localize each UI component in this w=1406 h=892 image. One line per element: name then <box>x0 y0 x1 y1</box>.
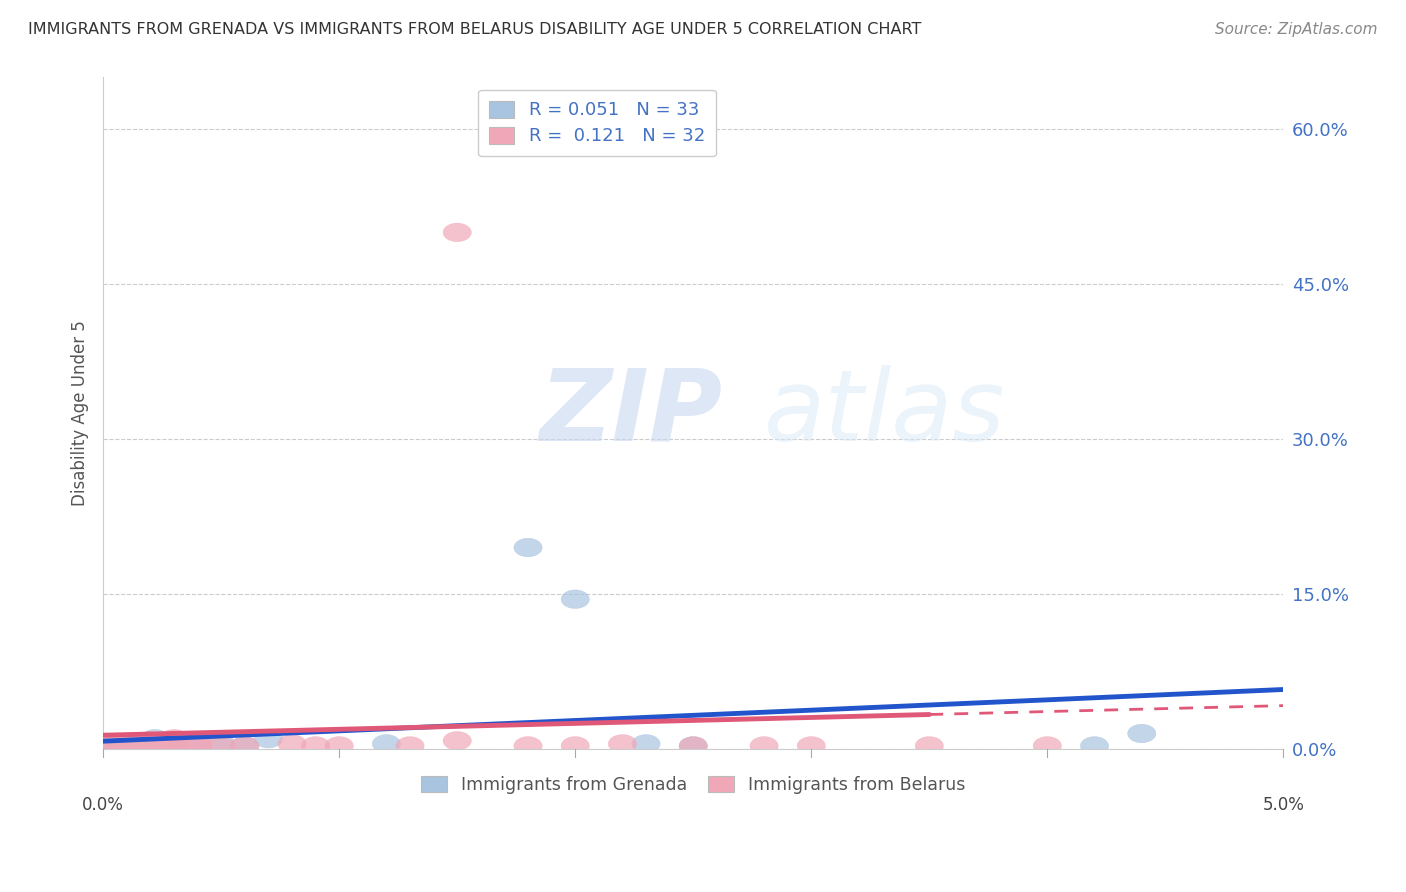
Ellipse shape <box>231 737 259 756</box>
Ellipse shape <box>561 590 589 608</box>
Ellipse shape <box>122 733 150 752</box>
Y-axis label: Disability Age Under 5: Disability Age Under 5 <box>72 320 89 506</box>
Ellipse shape <box>915 737 943 756</box>
Text: ZIP: ZIP <box>540 365 723 462</box>
Ellipse shape <box>749 737 779 756</box>
Ellipse shape <box>631 734 661 753</box>
Ellipse shape <box>124 736 153 754</box>
Ellipse shape <box>207 737 235 756</box>
Ellipse shape <box>679 737 707 756</box>
Ellipse shape <box>143 737 172 756</box>
Ellipse shape <box>443 223 471 242</box>
Ellipse shape <box>115 734 143 753</box>
Ellipse shape <box>679 737 707 756</box>
Ellipse shape <box>561 737 589 756</box>
Ellipse shape <box>136 731 165 750</box>
Ellipse shape <box>98 737 127 756</box>
Ellipse shape <box>136 734 165 753</box>
Ellipse shape <box>120 732 148 751</box>
Ellipse shape <box>254 730 283 748</box>
Ellipse shape <box>129 736 157 754</box>
Ellipse shape <box>94 738 122 756</box>
Ellipse shape <box>160 737 188 756</box>
Ellipse shape <box>112 736 141 754</box>
Legend: Immigrants from Grenada, Immigrants from Belarus: Immigrants from Grenada, Immigrants from… <box>415 769 973 801</box>
Ellipse shape <box>160 730 188 748</box>
Ellipse shape <box>136 737 165 756</box>
Text: 5.0%: 5.0% <box>1263 796 1305 814</box>
Ellipse shape <box>141 737 169 756</box>
Ellipse shape <box>105 738 134 756</box>
Ellipse shape <box>117 737 146 756</box>
Ellipse shape <box>373 734 401 753</box>
Ellipse shape <box>513 737 543 756</box>
Ellipse shape <box>96 737 124 756</box>
Text: Source: ZipAtlas.com: Source: ZipAtlas.com <box>1215 22 1378 37</box>
Ellipse shape <box>136 734 165 753</box>
Ellipse shape <box>108 737 136 756</box>
Ellipse shape <box>136 732 165 751</box>
Ellipse shape <box>160 734 188 753</box>
Ellipse shape <box>325 737 353 756</box>
Ellipse shape <box>396 737 425 756</box>
Ellipse shape <box>443 731 471 750</box>
Ellipse shape <box>183 737 212 756</box>
Ellipse shape <box>301 737 330 756</box>
Ellipse shape <box>160 736 188 754</box>
Ellipse shape <box>101 737 129 756</box>
Ellipse shape <box>112 734 141 753</box>
Ellipse shape <box>183 733 212 752</box>
Ellipse shape <box>129 734 157 753</box>
Ellipse shape <box>797 737 825 756</box>
Ellipse shape <box>160 731 188 750</box>
Ellipse shape <box>160 734 188 753</box>
Ellipse shape <box>207 734 235 753</box>
Text: 0.0%: 0.0% <box>82 796 124 814</box>
Ellipse shape <box>141 730 169 748</box>
Ellipse shape <box>136 737 165 756</box>
Ellipse shape <box>278 734 307 753</box>
Ellipse shape <box>1033 737 1062 756</box>
Ellipse shape <box>609 734 637 753</box>
Ellipse shape <box>105 737 134 756</box>
Ellipse shape <box>112 737 141 756</box>
Ellipse shape <box>513 538 543 557</box>
Ellipse shape <box>127 737 155 756</box>
Ellipse shape <box>124 737 153 756</box>
Ellipse shape <box>1128 724 1156 743</box>
Ellipse shape <box>160 732 188 751</box>
Ellipse shape <box>183 736 212 754</box>
Text: atlas: atlas <box>763 365 1005 462</box>
Ellipse shape <box>1080 737 1109 756</box>
Text: IMMIGRANTS FROM GRENADA VS IMMIGRANTS FROM BELARUS DISABILITY AGE UNDER 5 CORREL: IMMIGRANTS FROM GRENADA VS IMMIGRANTS FR… <box>28 22 921 37</box>
Ellipse shape <box>231 737 259 756</box>
Ellipse shape <box>101 737 129 756</box>
Ellipse shape <box>120 736 148 754</box>
